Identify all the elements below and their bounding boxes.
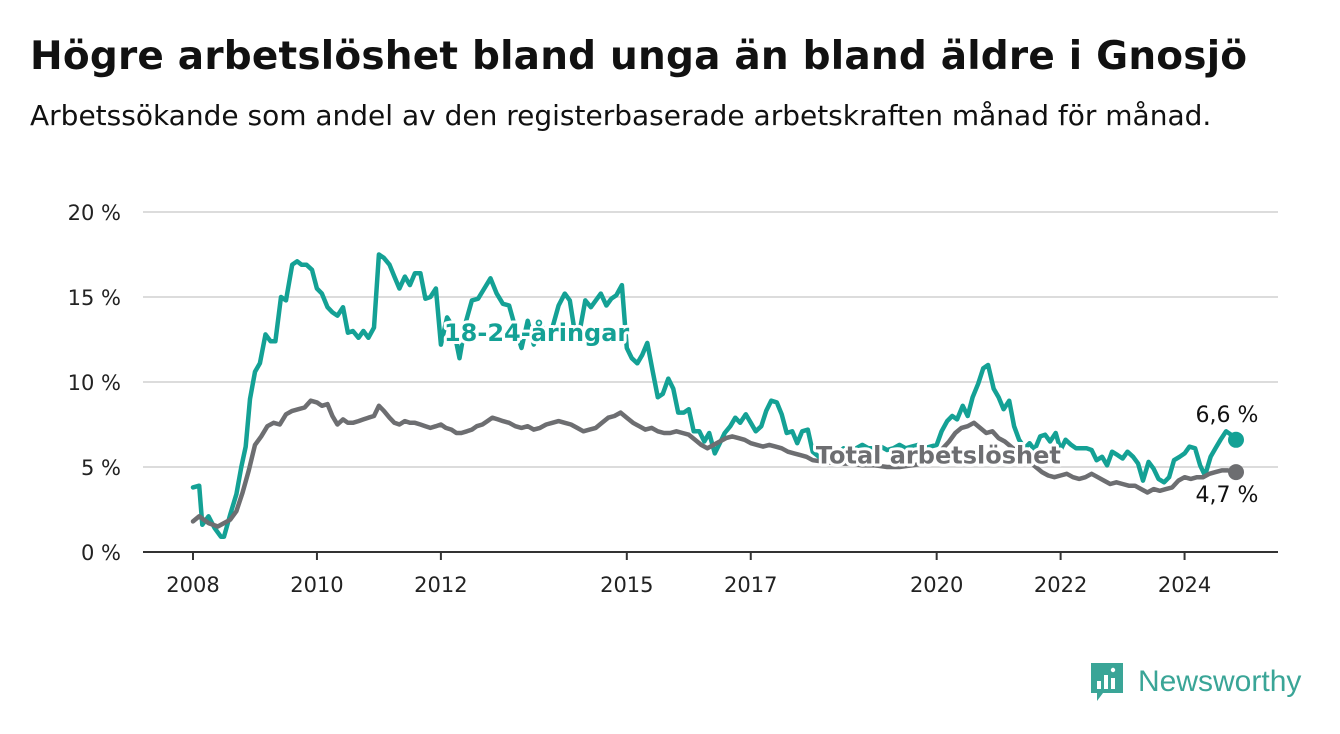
y-tick-label: 20 % <box>68 201 121 225</box>
series-end-label: 4,7 % <box>1196 483 1259 508</box>
y-tick-label: 5 % <box>81 456 121 480</box>
y-axis-ticks: 0 % 5 % 10 % 15 % 20 % <box>68 201 121 565</box>
x-tick-label: 2010 <box>290 573 343 597</box>
y-tick-label: 10 % <box>68 371 121 395</box>
x-tick-label: 2012 <box>414 573 467 597</box>
x-tick-label: 2017 <box>724 573 777 597</box>
series-line-1 <box>190 398 1239 529</box>
newsworthy-brand: Newsworthy <box>1088 660 1301 704</box>
series-annotation: 18-24-åringar <box>444 318 629 347</box>
series-endpoint-0 <box>1228 431 1244 448</box>
series-end-label: 6,6 % <box>1196 403 1259 428</box>
x-tick-label: 2020 <box>910 573 963 597</box>
newsworthy-chart-logo-icon <box>1091 663 1123 701</box>
gridlines <box>143 211 1278 468</box>
x-tick-label: 2024 <box>1158 573 1211 597</box>
series-annotations: 18-24-åringar Total arbetslöshet <box>441 315 1064 472</box>
brand-name: Newsworthy <box>1138 665 1302 698</box>
y-tick-label: 0 % <box>81 541 121 565</box>
series-annotation: Total arbetslöshet <box>816 442 1061 470</box>
x-tick-label: 2015 <box>600 573 653 597</box>
chart-subtitle: Arbetssökande som andel av den registerb… <box>30 99 1212 132</box>
series-lines: 6,6 % 4,7 % <box>190 252 1259 539</box>
x-tick-label: 2022 <box>1034 573 1087 597</box>
y-tick-label: 15 % <box>68 286 121 310</box>
x-tick-label: 2008 <box>166 573 219 597</box>
series-line-0 <box>190 252 1239 539</box>
x-axis: 2008 2010 2012 2015 2017 2020 2022 2024 <box>143 551 1278 597</box>
series-endpoint-1 <box>1228 464 1244 481</box>
chart-title: Högre arbetslöshet bland unga än bland ä… <box>30 34 1248 79</box>
